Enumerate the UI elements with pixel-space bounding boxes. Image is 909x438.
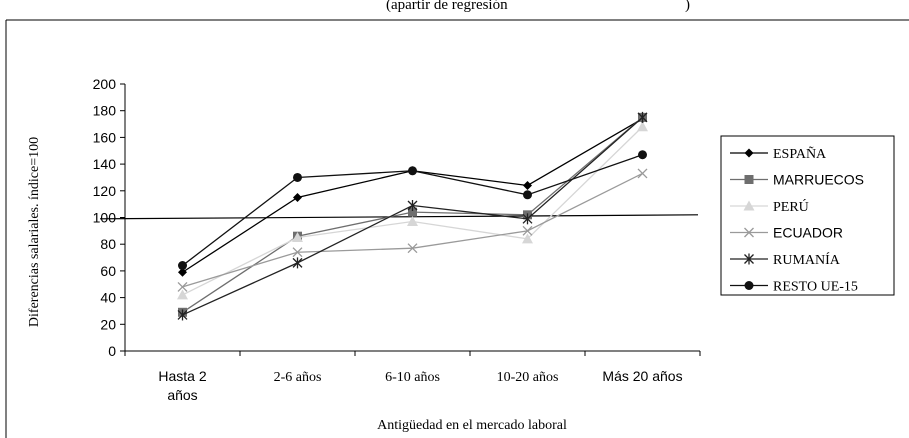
chart-title-fragment-end: ) [685,0,690,13]
y-tick-label: 160 [93,129,117,145]
legend-box [720,135,895,296]
point-ecuador [292,247,303,258]
point-per- [407,216,418,227]
point-resto-ue-15 [178,261,187,271]
chart-title-fragment: (apartir de regresión [386,0,508,13]
x-tick-label: Más 20 años [602,368,682,384]
point-espa-a [523,180,532,190]
point-per- [177,289,188,300]
legend-marker-ecuador [744,227,754,238]
x-tick-label: 6-10 años [385,370,440,385]
legend-label-ruman-a: RUMANÍA [773,251,841,268]
x-tick-label-line2: años [167,387,197,403]
legend-marker-ecuador-b [744,227,754,238]
y-tick-labels: 0 20 40 60 80 100 120 140 160 180 200 [93,76,117,359]
point-ruman-a [522,213,533,225]
point-ecuador [177,281,188,292]
reference-line [99,214,699,220]
y-tick-label: 0 [108,343,116,359]
point-espa-a [178,267,187,277]
legend-label-marruecos: MARRUECOS [773,172,864,188]
point-per- [292,232,303,243]
point-ecuador-b [522,225,533,236]
legend-label-ecuador: ECUADOR [773,225,843,241]
y-tick-label: 40 [100,290,116,306]
point-ruman-a [292,257,303,269]
point-ecuador-b [407,243,418,254]
point-espa-a [293,192,302,202]
point-ecuador [522,225,533,236]
point-ruman-a [637,111,648,123]
series-line-ecuador [182,172,643,288]
point-resto-ue-15 [523,190,532,200]
legend-marker-marruecos [744,175,754,184]
point-ecuador-b [637,168,648,179]
point-ruman-a [407,199,418,211]
point-resto-ue-15 [408,166,417,176]
chart-axes [120,83,701,356]
point-ecuador-b [292,247,303,258]
x-axis-label: Antigüedad en el mercado laboral [377,418,567,433]
point-ecuador [407,243,418,254]
reference-line-group [99,214,699,220]
point-resto-ue-15 [638,150,647,160]
point-per- [522,233,533,244]
y-tick-label: 200 [93,76,117,92]
y-tick-label: 100 [93,210,117,226]
x-tick-label: 10-20 años [497,370,559,385]
y-tick-label: 80 [100,236,116,252]
y-tick-label: 140 [93,156,117,172]
x-tick-label: 2-6 años [274,370,322,385]
legend-marker-ruman-a [744,253,754,265]
point-ecuador [637,168,648,179]
x-tick-labels: Hasta 2 años 2-6 años 6-10 años 10-20 años Má… [158,368,682,403]
point-resto-ue-15 [293,172,302,182]
point-ecuador-b [177,281,188,292]
legend-marker-espa-a [744,148,754,158]
point-per- [637,121,648,132]
y-tick-label: 180 [93,103,117,119]
x-tick-label: Hasta 2 [158,368,206,384]
series-line-espa-a [182,118,643,273]
y-tick-label: 60 [100,263,116,279]
series-group [177,111,648,321]
legend-marker-per- [743,200,755,211]
point-ruman-a [177,309,188,321]
y-tick-label: 120 [93,183,117,199]
legend-label-per-: PERÚ [773,198,809,215]
legend-label-resto-ue-15: RESTO UE-15 [773,280,858,295]
legend-marker-resto-ue-15 [744,281,754,290]
y-tick-label: 20 [100,316,116,332]
legend: ESPAÑA MARRUECOS PERÚ ECUADOR RUMANÍA RESTO U… [730,146,864,295]
legend-label-espa-a: ESPAÑA [773,146,827,162]
point-marruecos [408,207,417,217]
y-axis-label: Diferencias salariales. índice=100 [27,137,42,327]
